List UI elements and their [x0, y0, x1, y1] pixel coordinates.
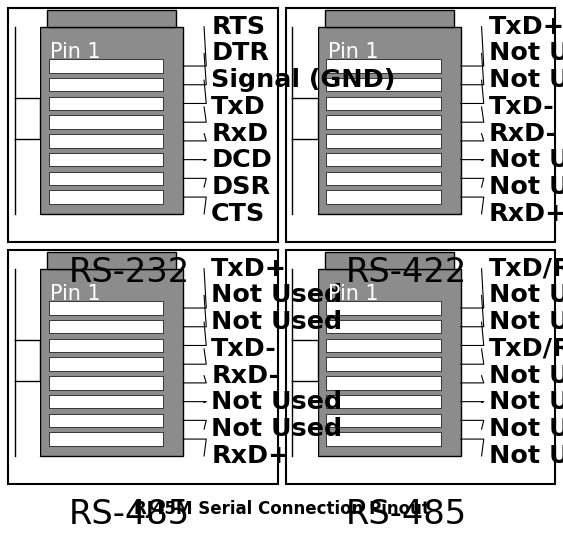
- Text: Pin 1: Pin 1: [50, 42, 101, 62]
- Text: DCD: DCD: [211, 148, 272, 172]
- Text: TxD+: TxD+: [489, 14, 563, 39]
- Bar: [49, 320, 163, 333]
- Text: RS-232: RS-232: [69, 256, 190, 289]
- Text: TxD+: TxD+: [211, 257, 287, 281]
- Text: Not Used: Not Used: [489, 417, 563, 441]
- Text: Not Used: Not Used: [489, 390, 563, 415]
- Bar: [8, 250, 278, 484]
- Bar: [325, 10, 454, 27]
- Text: TxD-: TxD-: [489, 95, 555, 119]
- Bar: [49, 78, 163, 91]
- Bar: [327, 432, 441, 446]
- Bar: [327, 97, 441, 110]
- Bar: [49, 134, 163, 148]
- Text: RxD: RxD: [211, 122, 269, 146]
- Bar: [49, 59, 163, 73]
- Bar: [327, 339, 441, 352]
- Text: RTS: RTS: [211, 14, 265, 39]
- Bar: [327, 320, 441, 333]
- Text: TxD-: TxD-: [211, 337, 277, 361]
- Text: Not Used: Not Used: [211, 390, 342, 415]
- Bar: [49, 413, 163, 427]
- Text: Not Used: Not Used: [489, 175, 563, 199]
- Bar: [292, 268, 318, 340]
- Text: DTR: DTR: [211, 41, 269, 66]
- Bar: [15, 27, 41, 98]
- Text: RJ45M Serial Connection Pinout: RJ45M Serial Connection Pinout: [133, 500, 430, 518]
- Bar: [285, 250, 555, 484]
- Text: Not Used: Not Used: [489, 148, 563, 172]
- Bar: [327, 59, 441, 73]
- Text: RS-485: RS-485: [69, 498, 190, 531]
- Bar: [49, 395, 163, 408]
- Bar: [327, 358, 441, 371]
- Bar: [292, 139, 318, 214]
- Text: Not Used: Not Used: [211, 284, 342, 308]
- Bar: [49, 432, 163, 446]
- Text: Not Used: Not Used: [489, 68, 563, 92]
- Text: Pin 1: Pin 1: [328, 284, 378, 304]
- Bar: [49, 376, 163, 390]
- Text: Not Used: Not Used: [211, 310, 342, 334]
- Text: DSR: DSR: [211, 175, 270, 199]
- Bar: [15, 381, 41, 456]
- Text: RxD-: RxD-: [489, 122, 557, 146]
- Text: RxD-: RxD-: [211, 364, 279, 388]
- Bar: [49, 339, 163, 352]
- Bar: [327, 376, 441, 390]
- Bar: [327, 134, 441, 148]
- Bar: [49, 115, 163, 129]
- Bar: [285, 8, 555, 242]
- Bar: [292, 27, 318, 98]
- Bar: [327, 172, 441, 185]
- Bar: [15, 268, 41, 340]
- Bar: [41, 27, 183, 214]
- Bar: [327, 78, 441, 91]
- Bar: [327, 153, 441, 166]
- Bar: [318, 27, 461, 214]
- Text: TxD/RxD-: TxD/RxD-: [489, 337, 563, 361]
- Text: Not Used: Not Used: [489, 41, 563, 66]
- Bar: [327, 413, 441, 427]
- Bar: [49, 97, 163, 110]
- Text: RxD+: RxD+: [489, 202, 563, 226]
- Bar: [318, 268, 461, 456]
- Bar: [47, 10, 176, 27]
- Text: RS-485: RS-485: [346, 498, 467, 531]
- Text: CTS: CTS: [211, 202, 266, 226]
- Text: Not Used: Not Used: [489, 284, 563, 308]
- Bar: [49, 172, 163, 185]
- Text: Not Used: Not Used: [489, 310, 563, 334]
- Text: Not Used: Not Used: [489, 444, 563, 468]
- Bar: [41, 268, 183, 456]
- Bar: [292, 381, 318, 456]
- Text: TxD/RxD+: TxD/RxD+: [489, 257, 563, 281]
- Bar: [49, 190, 163, 204]
- Bar: [327, 190, 441, 204]
- Bar: [325, 252, 454, 268]
- Text: Not Used: Not Used: [211, 417, 342, 441]
- Bar: [49, 153, 163, 166]
- Bar: [327, 115, 441, 129]
- Bar: [49, 301, 163, 315]
- Bar: [15, 139, 41, 214]
- Text: RS-422: RS-422: [346, 256, 467, 289]
- Bar: [327, 395, 441, 408]
- Text: Pin 1: Pin 1: [50, 284, 101, 304]
- Bar: [327, 301, 441, 315]
- Bar: [49, 358, 163, 371]
- Text: Pin 1: Pin 1: [328, 42, 378, 62]
- Text: RxD+: RxD+: [211, 444, 290, 468]
- Text: Signal (GND): Signal (GND): [211, 68, 396, 92]
- Text: TxD: TxD: [211, 95, 266, 119]
- Text: Not Used: Not Used: [489, 364, 563, 388]
- Bar: [8, 8, 278, 242]
- Bar: [47, 252, 176, 268]
